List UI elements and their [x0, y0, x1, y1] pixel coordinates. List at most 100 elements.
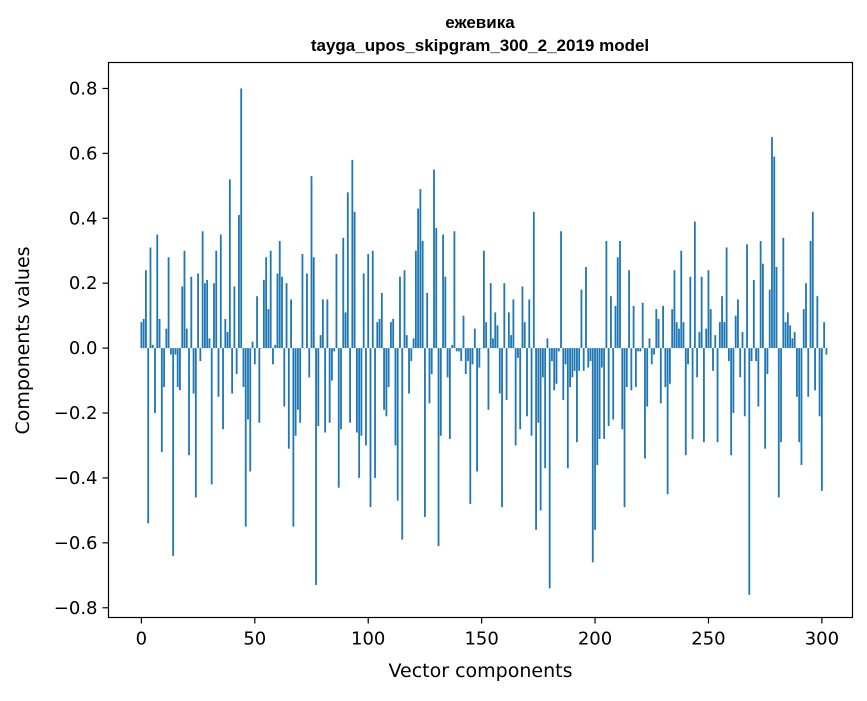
bar-280: [776, 267, 778, 348]
bar-194: [581, 290, 583, 348]
bar-119: [410, 348, 412, 361]
bar-154: [490, 283, 492, 348]
bar-278: [771, 137, 773, 348]
bar-209: [615, 306, 617, 348]
bar-101: [370, 348, 372, 507]
bar-207: [610, 296, 612, 348]
bar-80: [322, 299, 324, 348]
bar-13: [170, 348, 172, 354]
bar-113: [397, 348, 399, 501]
bar-240: [685, 348, 687, 455]
bar-157: [497, 325, 499, 348]
bar-266: [744, 348, 746, 416]
bar-192: [576, 348, 578, 442]
bar-70: [299, 348, 301, 423]
bar-34: [218, 348, 220, 397]
bar-98: [363, 273, 365, 348]
bar-163: [510, 335, 512, 348]
bar-40: [231, 348, 233, 393]
bar-148: [476, 348, 478, 471]
bar-65: [288, 348, 290, 449]
bar-206: [608, 348, 610, 426]
bar-263: [737, 299, 739, 348]
bar-187: [565, 348, 567, 364]
bar-130: [435, 228, 437, 348]
bar-156: [494, 312, 496, 348]
bar-146: [472, 348, 474, 364]
x-axis-label: Vector components: [389, 660, 573, 682]
bar-6: [154, 348, 156, 413]
bar-24: [195, 348, 197, 497]
bar-26: [199, 348, 201, 361]
bar-58: [272, 348, 274, 364]
bar-60: [277, 273, 279, 348]
bar-285: [787, 312, 789, 348]
bar-116: [404, 270, 406, 348]
bar-239: [683, 322, 685, 348]
bar-237: [678, 329, 680, 348]
bar-247: [701, 277, 703, 348]
bar-200: [594, 348, 596, 530]
bar-244: [694, 222, 696, 349]
bar-296: [812, 212, 814, 348]
bar-95: [356, 348, 358, 432]
bar-94: [354, 212, 356, 348]
bar-122: [417, 209, 419, 349]
bar-218: [635, 348, 637, 387]
bar-137: [451, 345, 453, 348]
bar-68: [295, 348, 297, 436]
bar-257: [723, 322, 725, 348]
bar-144: [467, 348, 469, 361]
bar-261: [733, 348, 735, 413]
bar-171: [528, 299, 530, 348]
bar-264: [739, 348, 741, 377]
bar-100: [367, 254, 369, 348]
bar-136: [449, 348, 451, 439]
bar-99: [365, 348, 367, 445]
y-tick-label: 0.4: [69, 208, 98, 229]
bar-211: [619, 241, 621, 348]
bar-248: [703, 348, 705, 442]
bar-273: [760, 241, 762, 348]
bar-76: [313, 257, 315, 348]
bar-270: [753, 280, 755, 348]
bar-242: [689, 277, 691, 348]
bar-180: [549, 348, 551, 588]
bar-295: [810, 241, 812, 348]
bar-105: [379, 319, 381, 348]
bar-220: [640, 348, 642, 351]
bar-47: [247, 348, 249, 419]
chart-subtitle: tayga_upos_skipgram_300_2_2019 model: [311, 36, 649, 55]
bar-252: [712, 348, 714, 371]
bar-87: [338, 348, 340, 488]
bar-293: [805, 283, 807, 348]
bar-124: [422, 241, 424, 348]
bar-182: [553, 348, 555, 390]
bar-300: [821, 348, 823, 491]
bar-208: [612, 348, 614, 419]
bar-126: [426, 293, 428, 348]
bar-33: [215, 251, 217, 348]
bar-42: [236, 348, 238, 374]
bar-224: [649, 338, 651, 348]
bar-260: [730, 348, 732, 455]
bar-37: [224, 319, 226, 348]
y-tick-label: 0.6: [69, 143, 98, 164]
bar-69: [297, 348, 299, 410]
bar-121: [415, 251, 417, 348]
bar-178: [544, 348, 546, 468]
bar-203: [601, 348, 603, 367]
bar-246: [698, 332, 700, 348]
bar-268: [748, 348, 750, 595]
bar-82: [326, 299, 328, 348]
x-tick-label: 150: [464, 629, 498, 650]
bar-84: [331, 348, 333, 380]
bar-62: [281, 277, 283, 348]
bar-275: [764, 348, 766, 449]
bar-298: [816, 296, 818, 348]
bar-132: [440, 348, 442, 436]
bar-117: [406, 335, 408, 348]
y-tick-label: −0.4: [54, 468, 98, 489]
bar-152: [485, 322, 487, 348]
